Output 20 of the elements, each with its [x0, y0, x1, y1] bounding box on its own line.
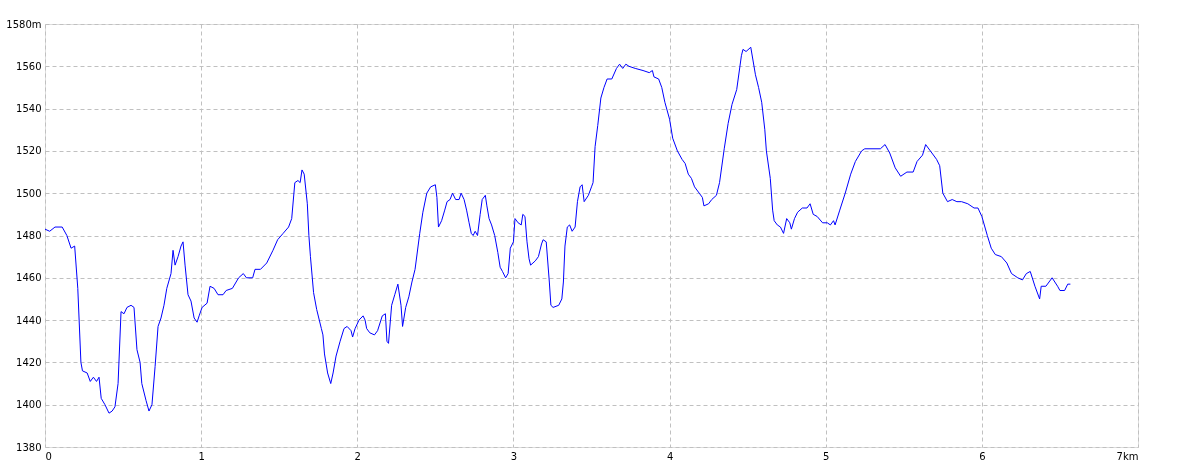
y-tick-label: 1400	[16, 399, 42, 411]
y-tick-label: 1560	[16, 60, 42, 72]
line-series	[44, 46, 1071, 414]
x-tick-label: 5	[823, 450, 830, 462]
x-tick-label: 1	[198, 450, 205, 462]
x-tick-label: 3	[510, 450, 518, 462]
x-tick-label: 0	[45, 450, 52, 462]
y-tick-label: 1480	[16, 230, 42, 241]
y-tick-label: 1500	[16, 187, 42, 199]
y-tick-label: 1520	[16, 145, 42, 157]
y-tick-label: 1380	[16, 441, 42, 453]
x-tick-label: 4	[666, 450, 674, 462]
x-tick-label: 6	[979, 450, 986, 462]
y-tick-label: 1440	[16, 314, 42, 326]
x-tick-label: 2	[354, 450, 361, 462]
y-tick-label: 1540	[16, 103, 42, 115]
y-tick-label: 1420	[16, 356, 42, 368]
x-tick-label: 7km	[1116, 450, 1139, 462]
y-tick-label: 1460	[16, 272, 42, 284]
y-tick-label: 1580m	[6, 18, 42, 30]
